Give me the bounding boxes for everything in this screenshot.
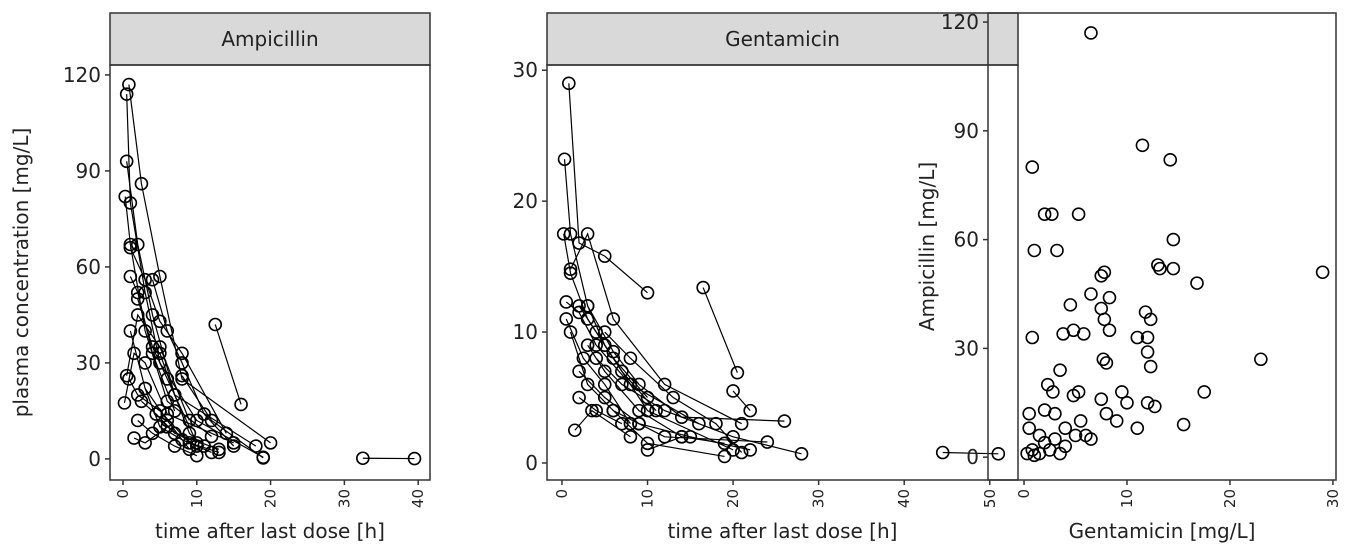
point	[1095, 270, 1107, 282]
y-tick-label: 0	[525, 451, 538, 475]
y-tick-label: 10	[513, 320, 538, 344]
y-tick-label: 0	[966, 445, 979, 469]
x-tick-label: 40	[409, 489, 427, 508]
point	[1051, 244, 1063, 256]
subject-line	[703, 288, 737, 373]
point	[1142, 346, 1154, 358]
point	[1145, 361, 1157, 373]
x-tick-label: 0	[114, 489, 132, 499]
point	[1121, 397, 1133, 409]
point	[1103, 292, 1115, 304]
x-tick-label: 20	[262, 489, 280, 508]
x-tick-label: 10	[1118, 489, 1136, 508]
point	[1317, 266, 1329, 278]
y-axis-title: Ampicillin [mg/L]	[915, 162, 939, 331]
point	[1095, 393, 1107, 405]
point	[1255, 353, 1267, 365]
point	[1097, 353, 1109, 365]
x-tick-label: 0	[1015, 489, 1033, 499]
strip-label: Gentamicin	[725, 27, 840, 51]
point	[1136, 139, 1148, 151]
y-tick-label: 60	[76, 255, 101, 279]
x-axis-title: time after last dose [h]	[155, 519, 385, 543]
y-tick-label: 30	[513, 58, 538, 82]
point	[1100, 357, 1112, 369]
x-tick-label: 10	[188, 489, 206, 508]
point	[1085, 288, 1097, 300]
point	[1023, 408, 1035, 420]
strip-label: Ampicillin	[221, 27, 318, 51]
point	[1198, 386, 1210, 398]
subject-line	[215, 324, 241, 404]
y-axis-title: plasma concentration [mg/L]	[9, 128, 33, 418]
point	[1023, 422, 1035, 434]
x-tick-label: 40	[895, 489, 913, 508]
point	[1075, 415, 1087, 427]
point	[1167, 263, 1179, 275]
point	[1149, 400, 1161, 412]
panel-frame	[988, 13, 1336, 480]
x-tick-label: 30	[1324, 489, 1342, 508]
y-tick-label: 0	[88, 447, 101, 471]
point	[1164, 154, 1176, 166]
point	[1046, 208, 1058, 220]
point	[1054, 364, 1066, 376]
y-tick-label: 60	[954, 228, 979, 252]
subject-line	[130, 276, 174, 410]
point	[1142, 397, 1154, 409]
point	[1026, 332, 1038, 344]
y-tick-label: 120	[63, 63, 101, 87]
point	[1026, 161, 1038, 173]
point	[1049, 408, 1061, 420]
point	[1028, 244, 1040, 256]
x-tick-label: 20	[1221, 489, 1239, 508]
y-tick-label: 120	[941, 10, 979, 34]
x-tick-label: 50	[981, 489, 999, 508]
x-tick-label: 30	[810, 489, 828, 508]
point	[1167, 234, 1179, 246]
y-tick-label: 20	[513, 189, 538, 213]
subject-line	[129, 85, 271, 443]
x-tick-label: 10	[639, 489, 657, 508]
point	[1039, 208, 1051, 220]
point	[1059, 422, 1071, 434]
point	[1064, 299, 1076, 311]
panel-frame	[547, 65, 1018, 480]
subject-line	[733, 391, 750, 411]
y-tick-label: 30	[76, 351, 101, 375]
point	[250, 440, 262, 452]
subject-line	[571, 234, 742, 424]
point	[1078, 328, 1090, 340]
point	[118, 397, 130, 409]
y-tick-label: 90	[76, 159, 101, 183]
point	[1085, 27, 1097, 39]
y-tick-label: 90	[954, 119, 979, 143]
x-axis-title: Gentamicin [mg/L]	[1069, 519, 1256, 543]
point	[1073, 208, 1085, 220]
x-axis-title: time after last dose [h]	[668, 519, 898, 543]
panel-frame	[110, 65, 430, 480]
x-tick-label: 0	[553, 489, 571, 499]
point	[1154, 263, 1166, 275]
x-tick-label: 30	[335, 489, 353, 508]
point	[1098, 266, 1110, 278]
point	[1178, 419, 1190, 431]
point	[1111, 415, 1123, 427]
point	[1100, 408, 1112, 420]
point	[1131, 422, 1143, 434]
x-tick-label: 20	[724, 489, 742, 508]
point	[1191, 277, 1203, 289]
y-tick-label: 30	[954, 336, 979, 360]
point	[1103, 324, 1115, 336]
